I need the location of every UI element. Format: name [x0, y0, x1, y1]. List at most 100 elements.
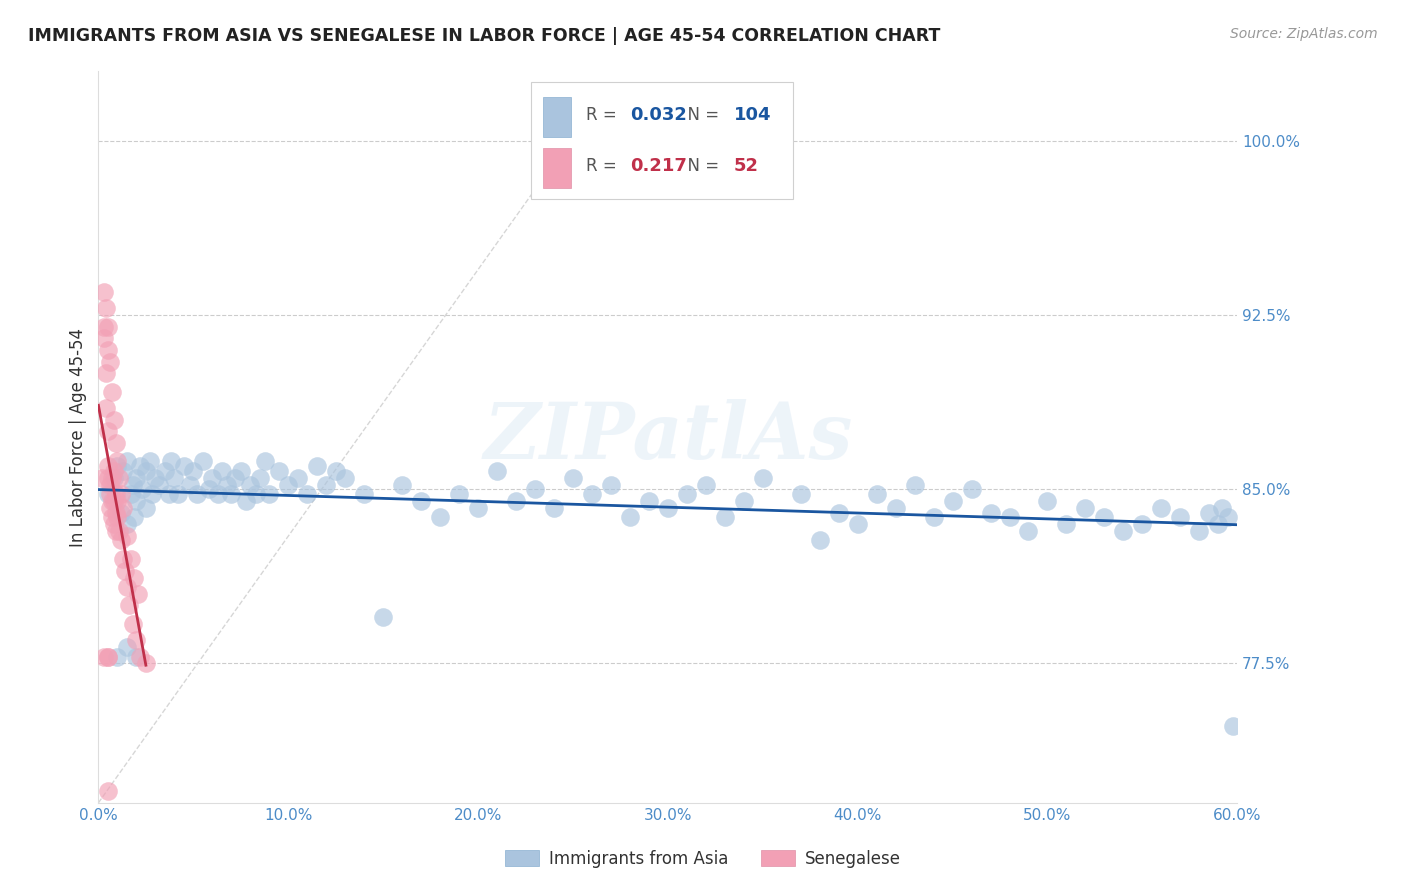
- Point: [120, 552, 142, 566]
- Point: [98, 477, 121, 491]
- Point: [960, 483, 983, 497]
- Text: IMMIGRANTS FROM ASIA VS SENEGALESE IN LABOR FORCE | AGE 45-54 CORRELATION CHART: IMMIGRANTS FROM ASIA VS SENEGALESE IN LA…: [28, 27, 941, 45]
- Point: [1018, 524, 1040, 538]
- Point: [904, 477, 927, 491]
- Point: [249, 471, 271, 485]
- Point: [1036, 494, 1059, 508]
- Point: [138, 454, 160, 468]
- Point: [1222, 719, 1244, 733]
- Text: N =: N =: [676, 106, 724, 124]
- Point: [93, 331, 115, 345]
- Point: [115, 580, 138, 594]
- Point: [103, 517, 125, 532]
- Point: [112, 552, 135, 566]
- Point: [129, 459, 152, 474]
- Point: [505, 494, 527, 508]
- Point: [449, 487, 471, 501]
- Point: [884, 500, 907, 515]
- Point: [107, 454, 129, 468]
- Point: [159, 454, 181, 468]
- Point: [808, 533, 831, 548]
- Point: [104, 524, 127, 538]
- Text: Source: ZipAtlas.com: Source: ZipAtlas.com: [1230, 27, 1378, 41]
- Point: [335, 471, 357, 485]
- Point: [315, 477, 337, 491]
- Bar: [543, 148, 571, 188]
- Point: [97, 471, 120, 485]
- Point: [676, 487, 699, 501]
- Point: [305, 459, 328, 474]
- Point: [120, 487, 142, 501]
- Point: [112, 464, 135, 478]
- Point: [107, 649, 129, 664]
- Point: [866, 487, 889, 501]
- Point: [1074, 500, 1097, 515]
- Point: [942, 494, 965, 508]
- Point: [828, 506, 851, 520]
- Point: [922, 510, 945, 524]
- Point: [211, 464, 233, 478]
- Point: [998, 510, 1021, 524]
- Point: [1056, 517, 1078, 532]
- Point: [114, 564, 136, 578]
- Point: [752, 471, 775, 485]
- Point: [1211, 500, 1233, 515]
- Point: [153, 464, 176, 478]
- Point: [1198, 506, 1220, 520]
- Point: [118, 599, 141, 613]
- Point: [103, 464, 125, 478]
- Point: [191, 454, 214, 468]
- Point: [104, 506, 127, 520]
- Point: [100, 471, 122, 485]
- Point: [411, 494, 433, 508]
- Point: [186, 487, 208, 501]
- Point: [197, 483, 219, 497]
- Point: [145, 471, 167, 485]
- Bar: [543, 97, 571, 137]
- Point: [100, 494, 122, 508]
- Point: [167, 487, 190, 501]
- Text: R =: R =: [586, 158, 621, 176]
- Point: [619, 510, 641, 524]
- Point: [239, 477, 262, 491]
- Point: [1216, 510, 1239, 524]
- Point: [135, 500, 157, 515]
- Point: [733, 494, 755, 508]
- Point: [91, 471, 114, 485]
- Text: 52: 52: [734, 158, 759, 176]
- Point: [97, 424, 120, 438]
- Point: [846, 517, 869, 532]
- Point: [325, 464, 347, 478]
- Point: [173, 459, 195, 474]
- Point: [93, 319, 115, 334]
- Point: [1094, 510, 1116, 524]
- Point: [97, 649, 120, 664]
- Point: [207, 487, 229, 501]
- Text: R =: R =: [586, 106, 621, 124]
- Point: [98, 487, 121, 501]
- Point: [97, 649, 120, 664]
- Point: [94, 301, 117, 316]
- Point: [229, 464, 252, 478]
- Point: [638, 494, 661, 508]
- Point: [979, 506, 1001, 520]
- Text: ZIPatlAs: ZIPatlAs: [484, 399, 852, 475]
- Point: [135, 657, 157, 671]
- Point: [543, 500, 565, 515]
- Point: [217, 477, 239, 491]
- Point: [108, 524, 131, 538]
- Point: [1112, 524, 1135, 538]
- Text: 0.032: 0.032: [630, 106, 688, 124]
- Point: [115, 454, 138, 468]
- Point: [353, 487, 375, 501]
- Point: [141, 487, 163, 501]
- Point: [121, 617, 143, 632]
- Point: [277, 477, 299, 491]
- Text: 0.217: 0.217: [630, 158, 688, 176]
- Point: [287, 471, 309, 485]
- Point: [600, 477, 623, 491]
- Point: [1188, 524, 1211, 538]
- Point: [115, 529, 138, 543]
- Point: [110, 506, 132, 520]
- Point: [163, 471, 186, 485]
